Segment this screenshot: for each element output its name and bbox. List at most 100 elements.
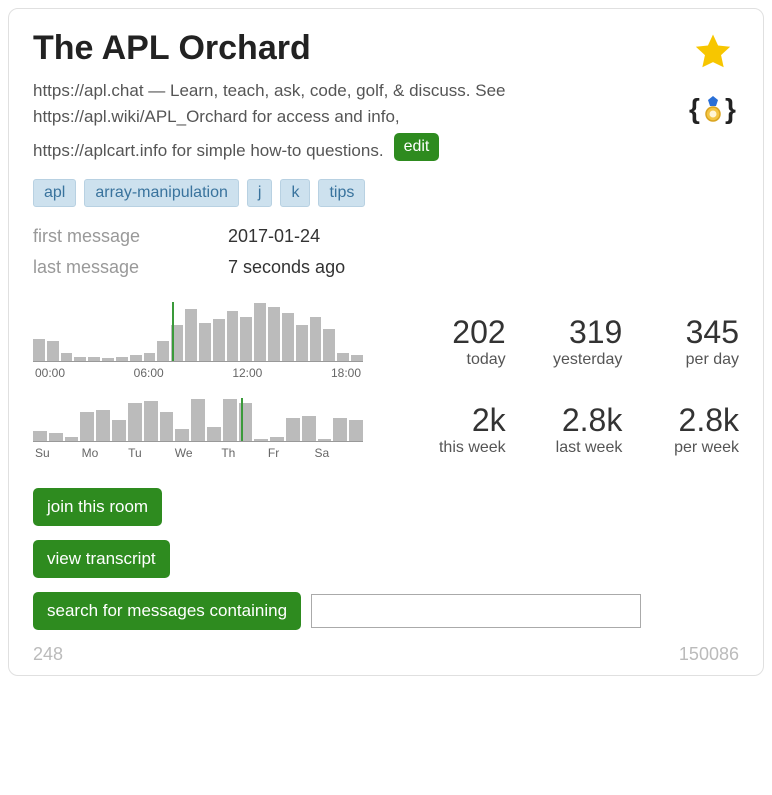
daily-bars [33,398,363,442]
chart-bar [47,341,59,361]
chart-bar [227,311,239,361]
chart-bar [223,399,237,441]
stats-row-1: 00:0006:0012:0018:00 202today319yesterda… [33,302,739,380]
chart-bar [128,403,142,441]
meta-table: first message 2017-01-24 last message 7 … [33,221,739,282]
tag-list: apl array-manipulation jktips [33,179,739,207]
chart-axis-label: Tu [128,446,175,460]
meta-label-first: first message [33,221,228,252]
chart-bar [33,339,45,361]
chart-marker [172,302,174,361]
chart-bar [254,303,266,361]
search-input[interactable] [311,594,641,628]
join-button[interactable]: join this room [33,488,162,526]
stat-label: this week [393,439,506,457]
chart-bar [199,323,211,361]
tag-array-manipulation[interactable]: array-manipulation [84,179,239,207]
chart-bar [175,429,189,442]
room-description-1: https://apl.chat — Learn, teach, ask, co… [33,78,675,131]
chart-bar [116,357,128,361]
stat-number: 345 [626,314,739,351]
chart-bar [254,439,268,441]
hourly-bars [33,302,363,362]
chart-bar [160,412,174,441]
room-description-2: https://aplcart.info for simple how-to q… [33,141,384,161]
chart-bar [157,341,169,361]
chart-bar [337,353,349,361]
svg-text:}: } [725,93,736,124]
stat-label: per day [626,351,739,369]
chart-bar [296,325,308,361]
chart-axis-label: 00:00 [35,366,65,380]
chart-bar [268,307,280,361]
room-title: The APL Orchard [33,29,675,68]
tag-apl[interactable]: apl [33,179,76,207]
svg-text:{: { [689,93,700,124]
chart-bar [80,412,94,441]
meta-label-last: last message [33,252,228,283]
stat: 319yesterday [510,314,623,369]
chart-bar [130,355,142,361]
chart-bar [318,439,332,441]
daily-labels: SuMoTuWeThFrSa [33,446,363,460]
chart-axis-label: Th [221,446,268,460]
chart-bar [351,355,363,361]
stat: 2.8klast week [510,402,623,457]
chart-marker [241,398,243,441]
edit-button[interactable]: edit [394,133,440,161]
stat-number: 319 [510,314,623,351]
chart-bar [191,399,205,441]
star-icon[interactable] [692,31,734,78]
stat: 202today [393,314,506,369]
chart-bar [310,317,322,361]
chart-axis-label: 18:00 [331,366,361,380]
chart-bar [240,317,252,361]
tag-k[interactable]: k [280,179,310,207]
tag-j[interactable]: j [247,179,273,207]
chart-bar [88,357,100,361]
chart-axis-label: We [175,446,222,460]
daily-chart: SuMoTuWeThFrSa [33,398,363,460]
chart-axis-label: Sa [314,446,361,460]
stat-number: 202 [393,314,506,351]
hourly-labels: 00:0006:0012:0018:00 [33,366,363,380]
chart-bar [144,401,158,441]
header-text: The APL Orchard https://apl.chat — Learn… [33,29,675,131]
stat: 345per day [626,314,739,369]
footer-left: 248 [33,644,63,665]
stat-number: 2.8k [626,402,739,439]
chart-axis-label: 12:00 [232,366,262,380]
actions: join this room view transcript search fo… [33,488,739,630]
chart-bar [96,410,110,441]
chart-bar [33,431,47,441]
transcript-button[interactable]: view transcript [33,540,170,578]
chart-bar [302,416,316,441]
chart-axis-label: Fr [268,446,315,460]
hourly-chart: 00:0006:0012:0018:00 [33,302,363,380]
search-button[interactable]: search for messages containing [33,592,301,630]
badge-icon: { } [687,92,739,133]
chart-bar [61,353,73,361]
chart-axis-label: Su [35,446,82,460]
stat-label: last week [510,439,623,457]
stats-top: 202today319yesterday345per day [393,314,739,369]
chart-bar [65,437,79,441]
footer-right: 150086 [679,644,739,665]
chart-bar [74,357,86,361]
chart-bar [144,353,156,361]
chart-bar [270,437,284,441]
header: The APL Orchard https://apl.chat — Learn… [33,29,739,133]
stat-number: 2.8k [510,402,623,439]
meta-row-last: last message 7 seconds ago [33,252,739,283]
meta-value-first: 2017-01-24 [228,221,320,252]
room-card: The APL Orchard https://apl.chat — Learn… [8,8,764,676]
description-row-2: https://aplcart.info for simple how-to q… [33,133,739,161]
chart-bar [102,358,114,361]
stat-label: per week [626,439,739,457]
chart-bar [213,319,225,361]
chart-bar [349,420,363,441]
chart-bar [207,427,221,442]
chart-bar [323,329,335,361]
header-icons: { } [687,31,739,133]
tag-tips[interactable]: tips [318,179,365,207]
